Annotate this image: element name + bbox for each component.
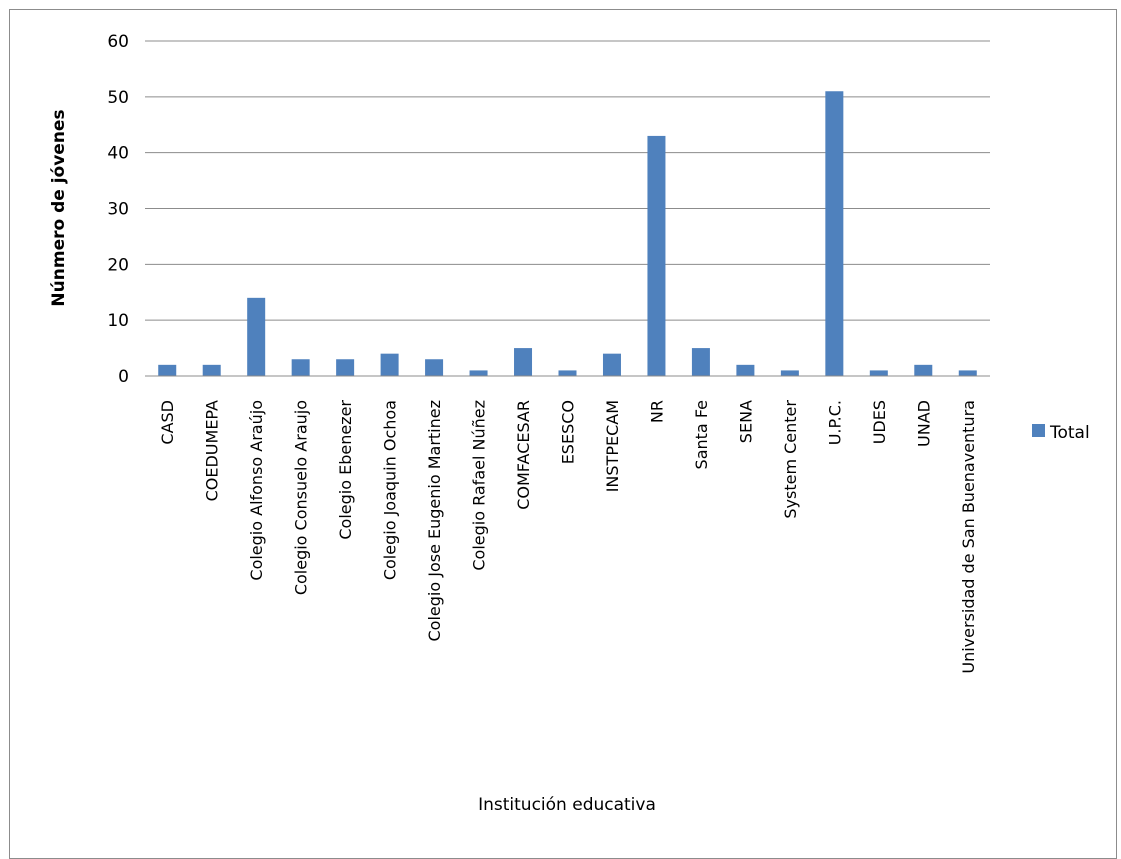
x-axis-categories: CASD COEDUMEPA Colegio Alfonso Araújo Coleg… xyxy=(158,400,978,674)
bar xyxy=(736,364,755,376)
x-category-label: Santa Fe xyxy=(692,400,711,469)
bar xyxy=(247,297,266,376)
bar xyxy=(869,370,888,376)
bar xyxy=(825,91,844,376)
x-category-label: INSTPECAM xyxy=(603,400,622,492)
bar xyxy=(780,370,799,376)
x-category-label: COMFACESAR xyxy=(514,400,533,510)
bar xyxy=(558,370,577,376)
bar xyxy=(647,135,666,376)
x-category-label: Colegio Ebenezer xyxy=(336,400,355,540)
x-category-label: U.P.C. xyxy=(825,400,844,445)
bars xyxy=(158,91,977,376)
x-axis-title: Institución educativa xyxy=(478,795,656,815)
x-category-label: ESESCO xyxy=(559,400,578,464)
legend: Total xyxy=(1032,423,1090,443)
x-category-label: Colegio Alfonso Araújo xyxy=(247,400,266,581)
bar xyxy=(202,364,221,376)
bar xyxy=(914,364,933,376)
x-category-label: NR xyxy=(647,400,666,423)
x-category-label: SENA xyxy=(736,400,755,443)
x-category-label: UDES xyxy=(870,400,889,444)
legend-swatch-total xyxy=(1032,424,1045,437)
bar xyxy=(380,353,399,376)
x-category-label: System Center xyxy=(781,400,800,519)
y-tick-label: 40 xyxy=(107,144,129,164)
bar xyxy=(602,353,621,376)
bar xyxy=(336,359,355,376)
y-tick-label: 60 xyxy=(107,32,129,52)
bar xyxy=(291,359,310,376)
bar xyxy=(425,359,444,376)
legend-label-total: Total xyxy=(1049,423,1090,443)
x-category-label: CASD xyxy=(158,400,177,445)
x-category-label: Colegio Consuelo Araujo xyxy=(292,400,311,595)
x-category-label: Universidad de San Buenaventura xyxy=(959,400,978,674)
bar xyxy=(958,370,977,376)
y-tick-label: 30 xyxy=(107,200,129,220)
y-tick-label: 10 xyxy=(107,311,129,331)
x-category-label: Colegio Jose Eugenio Martinez xyxy=(425,400,444,641)
gridlines xyxy=(145,40,990,321)
x-category-label: COEDUMEPA xyxy=(203,400,222,501)
bar xyxy=(514,348,533,376)
bar xyxy=(691,348,710,376)
bar xyxy=(469,370,488,376)
y-axis-title: Núnmero de jóvenes xyxy=(49,109,69,306)
y-axis-ticks: 0 10 20 30 40 50 60 xyxy=(107,32,129,387)
y-tick-label: 20 xyxy=(107,255,129,275)
bar xyxy=(158,364,177,376)
x-category-label: Colegio Joaquin Ochoa xyxy=(381,400,400,580)
y-tick-label: 50 xyxy=(107,88,129,108)
x-category-label: Colegio Rafael Núñez xyxy=(470,400,489,571)
x-category-label: UNAD xyxy=(914,400,933,447)
y-tick-label: 0 xyxy=(118,367,129,387)
